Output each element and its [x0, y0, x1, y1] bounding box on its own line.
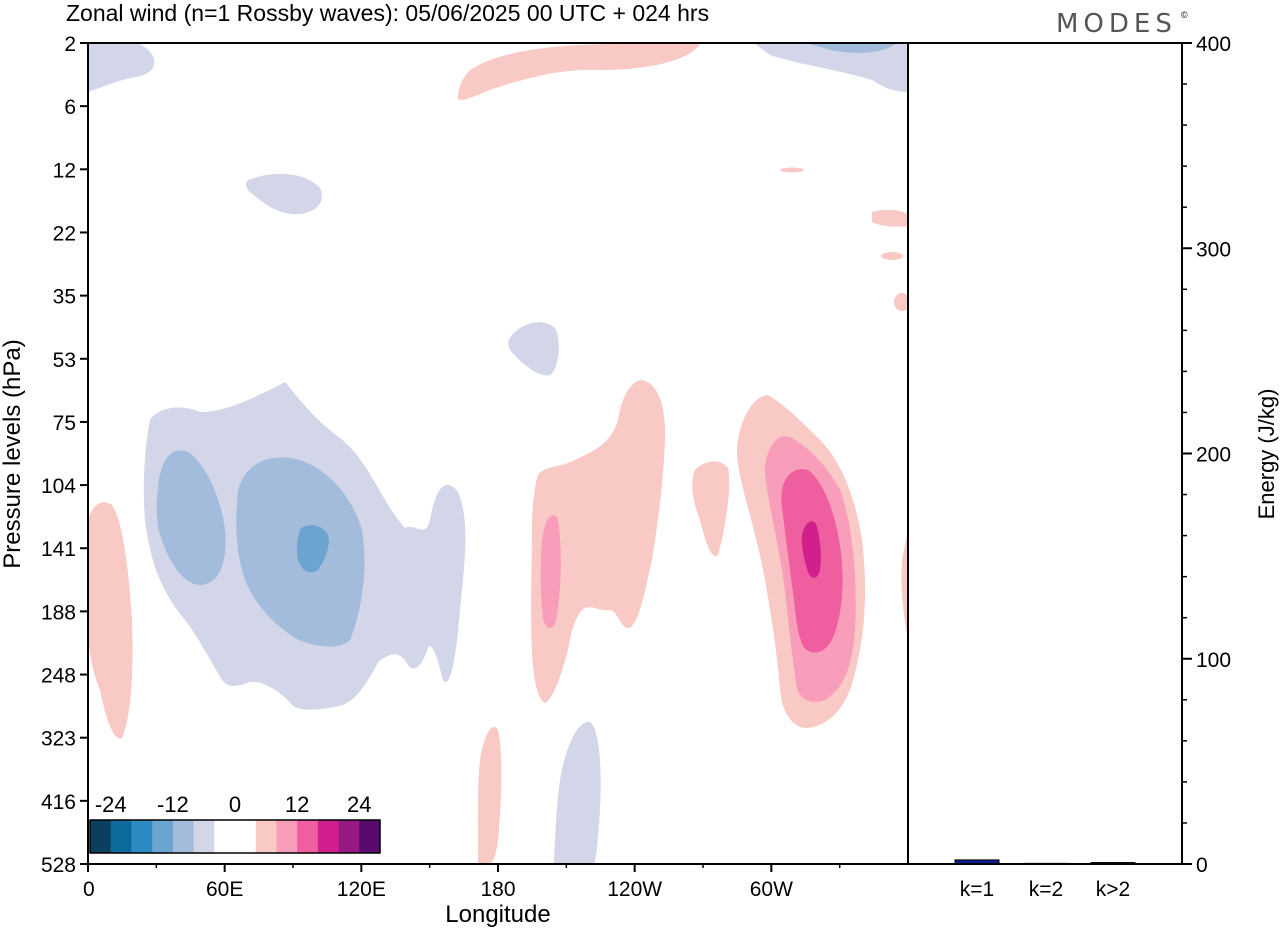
contour-neg-bottom — [554, 721, 601, 864]
y-tick-label: 6 — [64, 96, 76, 119]
contour-neg-core-max — [296, 525, 329, 573]
heatmap-x-axis: 0 60E 120E 180 120W 60W — [83, 864, 841, 901]
colorbar-swatch — [90, 820, 112, 853]
colorbar-label: 24 — [347, 792, 371, 817]
colorbar-label: -24 — [95, 792, 127, 817]
contour-neg-core-left — [156, 450, 226, 585]
contour-neg-top-right-core — [810, 44, 895, 53]
contour-pos-major-core — [801, 521, 821, 578]
energy-y-axis: 0 100 200 300 400 — [1182, 33, 1231, 877]
brand-logo: MODES — [1056, 9, 1177, 39]
heatmap-y-axis: 2 6 12 22 35 53 75 104 141 188 248 323 416 528 — [41, 33, 88, 877]
colorbar-swatch — [255, 820, 277, 853]
y-tick-label: 188 — [41, 601, 76, 624]
x-axis-label: Longitude — [445, 901, 550, 928]
chart-title: Zonal wind (n=1 Rossby waves): 05/06/202… — [66, 0, 709, 26]
brand-copyright-mark: © — [1181, 10, 1188, 20]
x-tick-label: 0 — [83, 878, 95, 901]
energy-axis-label: Energy (J/kg) — [1254, 389, 1279, 520]
contour-neg-mid — [508, 322, 559, 376]
energy-panel: 0 100 200 300 400 k=1 k=2 k>2 Energy (J/kg) — [908, 33, 1279, 901]
colorbar-label: 0 — [229, 792, 241, 817]
colorbar-swatch — [276, 820, 298, 853]
x-tick-label: 60W — [750, 878, 793, 901]
contour-pos-small-4 — [894, 293, 908, 311]
heatmap-panel: -24 -12 0 12 24 2 6 12 22 35 53 75 104 141 188 248 323 4… — [0, 33, 909, 928]
contour-pos-top — [457, 44, 700, 100]
colorbar-swatch — [172, 820, 195, 853]
y-tick-label: 528 — [41, 854, 76, 877]
contour-pos-center — [531, 380, 666, 703]
energy-tick-label: 0 — [1196, 854, 1208, 877]
y-tick-label: 2 — [64, 33, 76, 56]
colorbar-swatch — [110, 820, 132, 853]
colorbar-swatch — [131, 820, 153, 853]
y-tick-label: 53 — [53, 349, 76, 372]
contour-pos-bottom — [477, 726, 502, 864]
contour-pos-small-1 — [780, 167, 804, 173]
y-tick-label: 22 — [53, 222, 76, 245]
contour-neg-upper — [246, 173, 322, 215]
colorbar — [89, 819, 381, 854]
colorbar-swatch — [214, 820, 236, 853]
y-axis-label: Pressure levels (hPa) — [0, 339, 26, 568]
contour-pos-left-edge — [88, 502, 133, 739]
energy-tick-label: 400 — [1196, 33, 1231, 56]
colorbar-swatch — [317, 820, 340, 853]
energy-category-label: k=1 — [960, 878, 994, 901]
colorbar-label: -12 — [157, 792, 189, 817]
y-tick-label: 12 — [53, 159, 76, 182]
contour-neg-top-left — [88, 44, 155, 92]
colorbar-swatch — [193, 820, 215, 853]
contour-pos-small-2 — [872, 209, 908, 227]
colorbar-swatch — [235, 820, 257, 853]
colorbar-label: 12 — [285, 792, 309, 817]
x-tick-label: 180 — [480, 878, 515, 901]
x-tick-label: 60E — [206, 878, 243, 901]
energy-category-label: k=2 — [1029, 878, 1063, 901]
contour-pos-small-3 — [881, 252, 903, 260]
colorbar-swatch — [297, 820, 319, 853]
energy-tick-label: 300 — [1196, 238, 1231, 261]
colorbar-swatch — [338, 820, 360, 853]
contour-neg-top-right — [755, 44, 908, 92]
contour-pos-center-core — [540, 515, 561, 629]
colorbar-swatch — [359, 820, 381, 853]
y-tick-label: 75 — [53, 412, 76, 435]
energy-tick-label: 200 — [1196, 444, 1231, 467]
y-tick-label: 104 — [41, 475, 76, 498]
colorbar-frame — [89, 819, 381, 854]
colorbar-swatch — [152, 820, 174, 853]
contour-pos-edge-right — [901, 530, 908, 640]
contour-field — [88, 44, 908, 864]
y-tick-label: 35 — [53, 286, 76, 309]
y-tick-label: 141 — [41, 538, 76, 561]
energy-category-label: k>2 — [1096, 878, 1130, 901]
energy-tick-label: 100 — [1196, 649, 1231, 672]
x-tick-label: 120E — [337, 878, 386, 901]
energy-x-axis: k=1 k=2 k>2 — [960, 878, 1130, 901]
contour-pos-right-small — [692, 461, 730, 556]
colorbar-labels: -24 -12 0 12 24 — [95, 792, 372, 817]
y-tick-label: 323 — [41, 728, 76, 751]
y-tick-label: 248 — [41, 665, 76, 688]
y-tick-label: 416 — [41, 791, 76, 814]
x-tick-label: 120W — [607, 878, 662, 901]
